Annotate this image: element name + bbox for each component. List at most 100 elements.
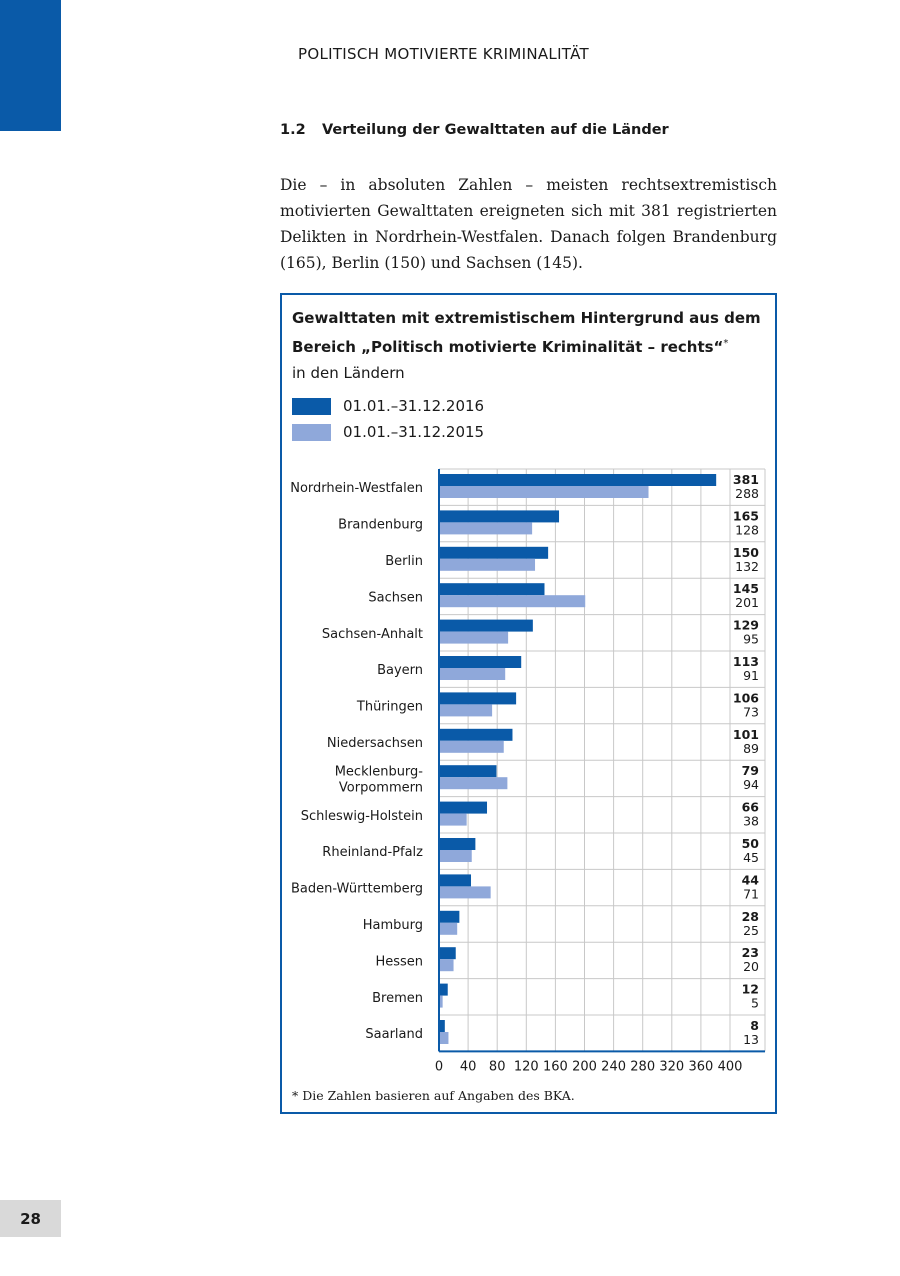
legend-item-2015: 01.01.–31.12.2015 [292,423,484,441]
x-tick-label: 280 [630,1059,655,1074]
section-number: 1.2 [280,122,306,138]
bar-2016 [439,1020,445,1032]
data-label-2015: 20 [743,959,759,974]
x-tick-label: 40 [460,1059,477,1074]
data-label-2015: 45 [743,850,759,865]
bar-2015 [439,486,649,498]
legend-label: 01.01.–31.12.2015 [343,423,485,441]
data-label-2016: 145 [733,581,759,596]
footnote-mark: * [723,338,729,349]
category-label: Thüringen [356,700,423,715]
data-label-2016: 106 [733,690,759,705]
bar-2015 [439,522,533,535]
legend-label: 01.01.–31.12.2016 [343,397,485,415]
category-label: Rheinland-Pfalz [322,845,423,860]
data-label-2016: 165 [733,508,759,523]
bar-2016 [439,874,472,887]
bar-2016 [439,765,497,778]
x-tick-label: 0 [435,1059,443,1074]
data-label-2015: 38 [743,814,759,829]
x-tick-label: 160 [543,1059,568,1074]
bar-2015 [439,631,509,644]
bar-2016 [439,838,476,850]
bar-2016 [439,801,488,814]
bar-2015 [439,850,472,862]
category-label: Hamburg [363,918,423,933]
bar-2016 [439,619,533,632]
data-label-2015: 94 [743,777,759,792]
bar-2015 [439,595,586,608]
legend-item-2016: 01.01.–31.12.2016 [292,397,484,415]
chart-title-line1: Gewalttaten mit extremistischem Hintergr… [292,309,761,327]
bar-2016 [439,910,460,923]
category-label: Bayern [377,663,423,678]
data-label-2015: 71 [743,886,759,901]
bar-2016 [439,474,717,486]
bar-2015 [439,922,458,935]
data-label-2016: 23 [742,945,759,960]
bar-2016 [439,692,517,705]
data-label-2015: 89 [743,741,759,756]
data-label-2016: 66 [742,800,760,815]
data-label-2015: 128 [735,522,759,537]
data-label-2015: 132 [735,559,759,574]
x-tick-label: 200 [572,1059,597,1074]
category-label: Sachsen [368,590,423,605]
section-title: Verteilung der Gewalttaten auf die Lände… [322,122,669,138]
x-tick-label: 80 [489,1059,506,1074]
data-label-2016: 79 [742,763,759,778]
chart-footnote: * Die Zahlen basieren auf Angaben des BK… [292,1088,575,1103]
data-label-2016: 150 [733,545,759,560]
corner-color-block [0,0,61,131]
chart-title-line2: Bereich „Politisch motivierte Kriminalit… [292,338,724,356]
chart-subtitle: in den Ländern [292,364,405,382]
x-tick-label: 120 [514,1059,539,1074]
data-label-2016: 381 [733,472,759,487]
category-label: Niedersachsen [327,736,423,751]
x-tick-label: 400 [718,1059,743,1074]
data-label-2015: 95 [743,632,759,647]
x-tick-label: 320 [659,1059,684,1074]
bar-2015 [439,995,443,1008]
data-label-2016: 8 [750,1018,759,1033]
category-label: Brandenburg [338,518,423,533]
bar-2016 [439,546,549,559]
data-label-2016: 28 [742,909,759,924]
x-tick-label: 360 [688,1059,713,1074]
chart-title: Gewalttaten mit extremistischem Hintergr… [292,305,761,386]
data-label-2015: 288 [735,486,759,501]
data-label-2016: 50 [742,836,760,851]
chart-box: Gewalttaten mit extremistischem Hintergr… [280,293,777,1114]
data-label-2015: 5 [751,996,759,1011]
bar-2016 [439,983,448,996]
bar-2016 [439,583,545,596]
section-heading: 1.2 Verteilung der Gewalttaten auf die Lä… [280,122,669,138]
data-label-2016: 113 [733,654,759,669]
bar-2015 [439,1032,449,1044]
data-label-2015: 13 [743,1032,759,1047]
category-label: Nordrhein-Westfalen [290,481,423,496]
bar-2015 [439,959,454,972]
legend-swatch [292,423,331,441]
data-label-2015: 25 [743,923,759,938]
bar-2015 [439,886,491,899]
category-label: Mecklenburg- [335,764,424,779]
bar-2015 [439,704,493,717]
bar-chart: 0 40 80 120 160 200 240 280 320 360 400 Nordrhein-W… [290,468,766,1074]
bar-2015 [439,740,504,753]
bar-2016 [439,656,522,668]
category-label: Saarland [365,1027,423,1042]
x-tick-label: 240 [601,1059,626,1074]
category-label: Baden-Württemberg [291,882,423,897]
category-label: Schleswig-Holstein [301,809,423,824]
category-label: Bremen [372,991,423,1006]
category-label: Vorpommern [339,780,423,795]
bar-2016 [439,728,513,741]
data-label-2015: 73 [743,704,759,719]
data-label-2015: 201 [735,595,759,610]
bar-2016 [439,947,456,960]
legend-swatch [292,397,331,415]
bar-2015 [439,668,506,680]
bar-2016 [439,510,560,523]
data-label-2016: 44 [742,872,760,887]
